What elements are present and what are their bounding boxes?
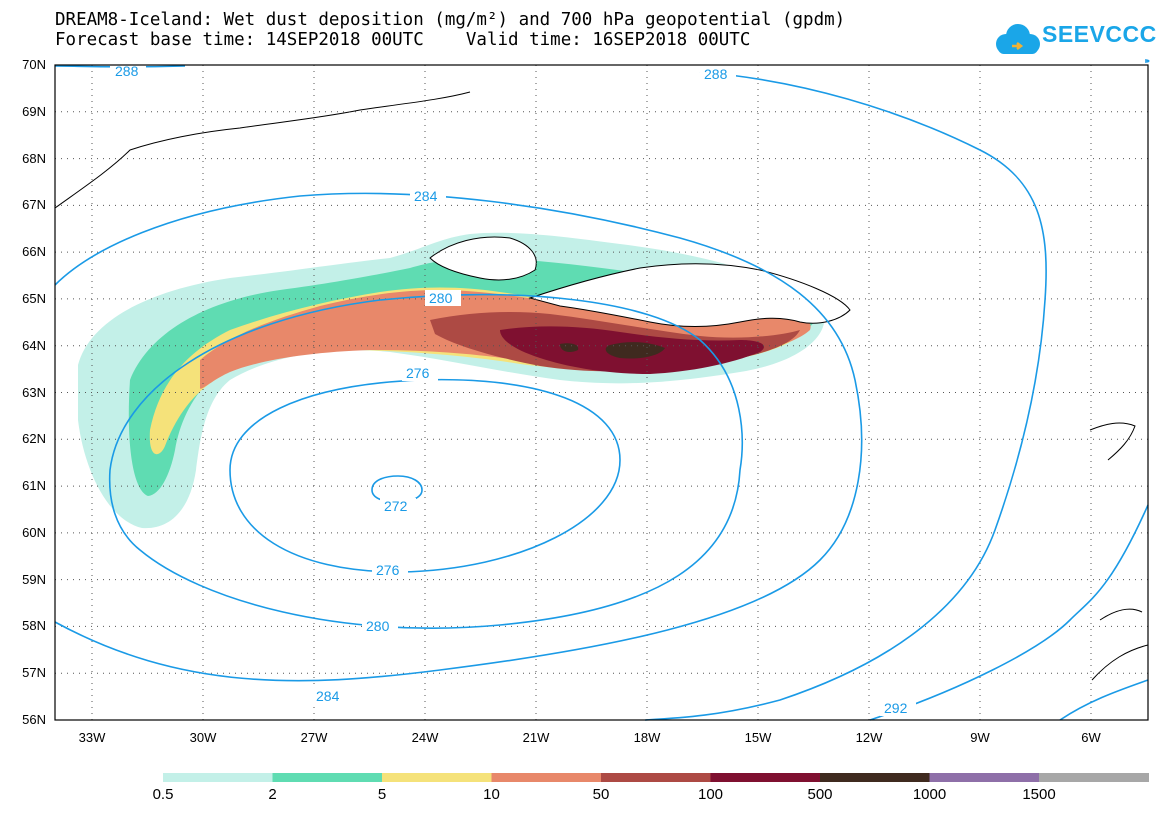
lat-tick-label: 66N [22,244,46,260]
legend-swatch [382,773,492,782]
lat-tick-label: 56N [22,712,46,727]
legend-swatch [163,773,273,782]
lat-tick-label: 67N [22,197,46,213]
lon-tick-label: 15W [744,730,772,745]
lon-tick-label: 24W [411,730,439,745]
lon-tick-label: 33W [78,730,106,745]
contour-label-276a: 276 [406,365,430,381]
legend-label: 1000 [912,786,947,803]
legend-label: 500 [807,786,833,803]
legend-label: 0.5 [152,786,174,803]
dust-band-500 [560,342,665,359]
lat-tick-label: 62N [22,431,46,447]
lon-tick-label: 27W [300,730,328,745]
lat-tick-label: 68N [22,150,46,166]
lat-tick-label: 57N [22,665,46,681]
contour-label-280a: 280 [429,290,453,306]
legend-swatch [491,773,602,782]
legend-colorbar [163,773,1149,782]
legend-label: 10 [483,786,500,803]
legend-swatch [601,773,711,782]
greenland-coast [54,91,471,209]
contour-label-288b: 288 [704,66,728,82]
cloud-icon [996,24,1040,54]
contour-label-284b: 284 [316,688,340,704]
lat-tick-label: 70N [22,57,46,72]
lat-tick-label: 65N [22,290,46,306]
contour-288 [54,59,1150,721]
legend-swatch [929,773,1040,782]
legend-label: 50 [592,786,610,803]
chart-title-line-1: DREAM8-Iceland: Wet dust deposition (mg/… [55,10,846,30]
contour-label-288a: 288 [115,63,139,79]
lat-tick-label: 59N [22,571,46,587]
legend-label: 2 [268,786,277,803]
lon-tick-label: 6W [1081,730,1101,745]
iceland-west-fjords [429,236,537,281]
scotland-coast [1091,608,1149,681]
lon-tick-label: 9W [970,730,990,745]
lon-tick-label: 18W [633,730,661,745]
iceland-landmass [528,263,851,327]
lat-tick-label: 58N [22,618,46,634]
contour-292 [869,504,1149,721]
faroe-coast [1089,422,1136,461]
lat-tick-label: 69N [22,103,46,119]
lon-tick-label: 21W [522,730,550,745]
geopotential-contours [54,59,1150,721]
lon-tick-label: 12W [855,730,883,745]
plot-frame [54,64,1149,721]
lat-tick-label: 61N [22,478,46,494]
contour-label-272: 272 [384,498,408,514]
contour-280 [108,293,743,629]
legend-swatch [272,773,383,782]
contour-284 [54,192,863,682]
lat-tick-label: 64N [22,337,46,353]
legend-label: 100 [697,786,724,803]
logo-text: SEEVCCC [1042,21,1157,47]
gridlines [55,65,1148,720]
contour-label-292: 292 [884,700,908,716]
legend-label: 5 [377,786,387,803]
legend-swatch [1039,773,1149,782]
lon-tick-label: 30W [189,730,217,745]
contour-label-280b: 280 [366,618,390,634]
lat-tick-label: 63N [22,384,46,400]
lat-tick-label: 60N [22,524,46,540]
contour-label-276b: 276 [376,562,400,578]
contour-label-284a: 284 [414,188,438,204]
contour-276 [229,378,621,573]
legend-swatch [710,773,821,782]
legend-label: 1500 [1022,786,1056,803]
legend-swatch [820,773,930,782]
chart-title-line-2: Forecast base time: 14SEP2018 00UTC Vali… [55,30,751,50]
